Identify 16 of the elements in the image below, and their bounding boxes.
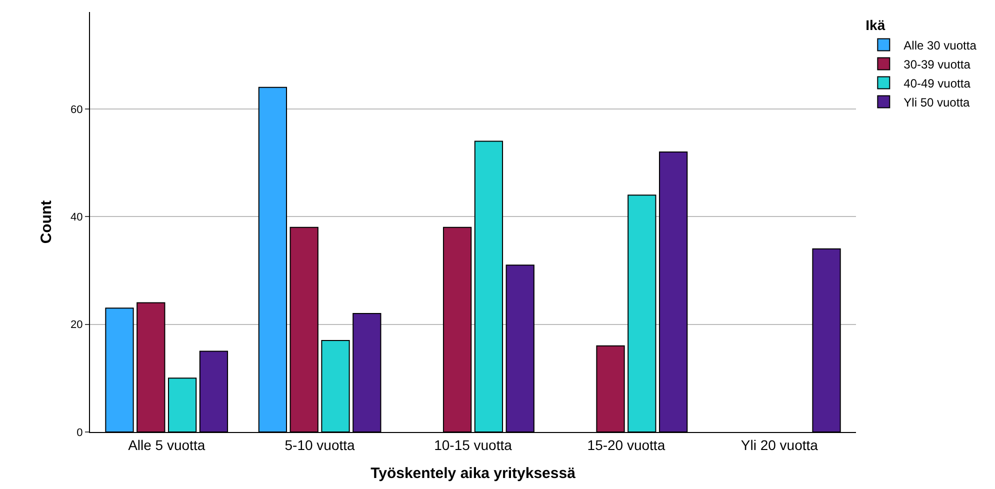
legend-label: Yli 50 vuotta	[904, 95, 970, 110]
legend-title: Ikä	[866, 17, 886, 34]
legend-label: 40-49 vuotta	[904, 76, 971, 90]
y-tick-label: 40	[70, 211, 83, 224]
x-axis-title: Työskentely aika yrityksessä	[370, 464, 576, 482]
legend-label: Alle 30 vuotta	[904, 38, 977, 52]
x-tick-label: 15-20 vuotta	[587, 436, 666, 453]
y-axis-title: Count	[38, 200, 55, 244]
x-tick-label: Alle 5 vuotta	[128, 436, 206, 453]
y-tick-label: 60	[70, 104, 83, 116]
y-tick-label: 0	[76, 426, 83, 439]
x-tick-label: 10-15 vuotta	[434, 436, 512, 453]
x-tick-label: 5-10 vuotta	[284, 436, 356, 453]
x-tick-label: Yli 20 vuotta	[740, 436, 818, 453]
y-tick-label: 20	[70, 319, 83, 332]
legend-label: 30-39 vuotta	[904, 57, 971, 72]
